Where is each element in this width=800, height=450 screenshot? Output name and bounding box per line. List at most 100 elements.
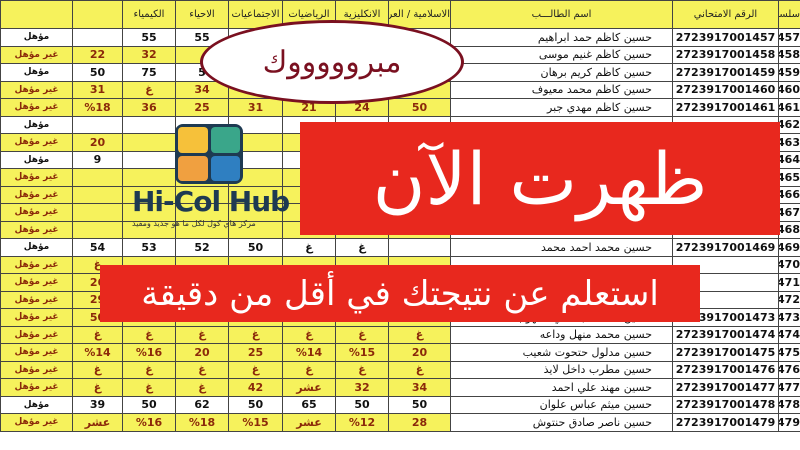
status-cell: غير مؤهل <box>0 255 73 274</box>
id-cell: 2723917001457 <box>672 28 779 47</box>
id-cell: 2723917001479 <box>672 413 779 432</box>
score-cell: غ <box>175 360 229 379</box>
id-cell: 2723917001475 <box>672 343 779 362</box>
column-header: الرقم الامتحاني <box>672 0 779 29</box>
score-cell: 32 <box>122 45 176 64</box>
score-cell: غ <box>335 325 389 344</box>
score-cell: 42 <box>228 378 283 397</box>
score-cell: 62 <box>175 395 229 414</box>
score-cell: عشر <box>282 378 336 397</box>
score-cell: غ <box>335 238 389 257</box>
status-cell: غير مؤهل <box>0 80 73 99</box>
column-header <box>0 0 73 29</box>
table-row: 461 2723917001461 حسين كاظم مهدي جبر 50 24 21… <box>0 98 800 117</box>
table-row: 470 غ غير مؤهل <box>0 255 800 274</box>
name-cell: حسين ميثم عباس علوان <box>450 395 673 414</box>
status-cell: غير مؤهل <box>0 413 73 432</box>
score-cell: 34 <box>175 80 229 99</box>
brand-tagline: مركز هاي كول لكل ما هو جديد ومفيد <box>132 219 256 228</box>
score-cell: 39 <box>72 395 123 414</box>
status-cell: غير مؤهل <box>0 290 73 309</box>
score-cell: 50 <box>228 238 283 257</box>
column-header: سلسل <box>778 0 800 29</box>
seq-cell: 471 <box>778 273 800 292</box>
seq-cell: 470 <box>778 255 800 274</box>
chat-bubble-icon <box>178 127 208 153</box>
id-cell: 2723917001459 <box>672 63 779 82</box>
name-cell: حسين محمد منهل وداعه <box>450 325 673 344</box>
score-cell: 20 <box>72 133 123 152</box>
name-cell: حسين مطرب داخل لايذ <box>450 360 673 379</box>
score-cell: غ <box>388 325 451 344</box>
status-cell: غير مؤهل <box>0 343 73 362</box>
seq-cell: 478 <box>778 395 800 414</box>
seq-cell: 467 <box>778 203 800 222</box>
score-cell: %14 <box>72 343 123 362</box>
seq-cell: 464 <box>778 150 800 169</box>
score-cell: غ <box>122 325 176 344</box>
id-cell: 2723917001476 <box>672 360 779 379</box>
score-cell: 31 <box>72 80 123 99</box>
score-cell: غ <box>175 325 229 344</box>
score-cell: غ <box>282 238 336 257</box>
score-cell <box>175 203 229 222</box>
seq-cell: 459 <box>778 63 800 82</box>
score-cell: 50 <box>335 395 389 414</box>
score-cell: 28 <box>388 413 451 432</box>
status-cell: غير مؤهل <box>0 185 73 204</box>
score-cell <box>72 115 123 134</box>
id-cell: 2723917001461 <box>672 98 779 117</box>
score-cell <box>72 203 123 222</box>
score-cell: غ <box>228 325 283 344</box>
column-header: الاحياء <box>175 0 229 29</box>
score-cell: 52 <box>175 238 229 257</box>
name-cell: حسين مهند علي احمد <box>450 378 673 397</box>
status-cell: مؤهل <box>0 63 73 82</box>
table-row: 479 2723917001479 حسين ناصر صادق حنتوش 28 %1… <box>0 413 800 432</box>
score-cell: غ <box>282 325 336 344</box>
score-cell: غ <box>175 378 229 397</box>
score-cell: 54 <box>72 238 123 257</box>
status-cell: مؤهل <box>0 150 73 169</box>
score-cell <box>72 168 123 187</box>
score-cell: عشر <box>72 413 123 432</box>
status-cell: غير مؤهل <box>0 133 73 152</box>
score-cell: غ <box>122 80 176 99</box>
score-cell: 20 <box>175 343 229 362</box>
score-cell: 22 <box>72 45 123 64</box>
name-cell: حسين كاظم كريم برهان <box>450 63 673 82</box>
score-cell: 32 <box>335 378 389 397</box>
seq-cell: 476 <box>778 360 800 379</box>
table-row: 462 مؤهل <box>0 115 800 134</box>
score-cell <box>122 203 176 222</box>
status-cell: غير مؤهل <box>0 378 73 397</box>
score-cell: %18 <box>175 413 229 432</box>
status-cell: مؤهل <box>0 395 73 414</box>
score-cell: %12 <box>335 413 389 432</box>
score-cell: %16 <box>122 413 176 432</box>
score-cell: 50 <box>122 395 176 414</box>
status-cell: غير مؤهل <box>0 220 73 239</box>
name-cell: حسين كاظم غنيم موسى <box>450 45 673 64</box>
name-cell: حسين ناصر صادق حنتوش <box>450 413 673 432</box>
score-cell: 55 <box>122 28 176 47</box>
score-cell: %14 <box>282 343 336 362</box>
name-cell: حسين كاظم حمد ابراهيم <box>450 28 673 47</box>
score-cell: 50 <box>388 98 451 117</box>
score-cell <box>122 150 176 169</box>
name-cell: حسين محمد احمد محمد <box>450 238 673 257</box>
score-cell <box>122 115 176 134</box>
id-cell: 2723917001460 <box>672 80 779 99</box>
score-cell: عشر <box>282 413 336 432</box>
table-row: 474 2723917001474 حسين محمد منهل وداعه غ غ غ غ… <box>0 325 800 344</box>
score-cell: غ <box>122 378 176 397</box>
seq-cell: 458 <box>778 45 800 64</box>
status-cell: غير مؤهل <box>0 45 73 64</box>
score-cell: 36 <box>122 98 176 117</box>
seq-cell: 474 <box>778 325 800 344</box>
seq-cell: 462 <box>778 115 800 134</box>
id-cell: 2723917001474 <box>672 325 779 344</box>
table-row: 477 2723917001477 حسين مهند علي احمد 34 32 عش… <box>0 378 800 397</box>
table-row: 475 2723917001475 حسين مدلول حتحوت شعيب 20%… <box>0 343 800 362</box>
score-cell <box>122 185 176 204</box>
